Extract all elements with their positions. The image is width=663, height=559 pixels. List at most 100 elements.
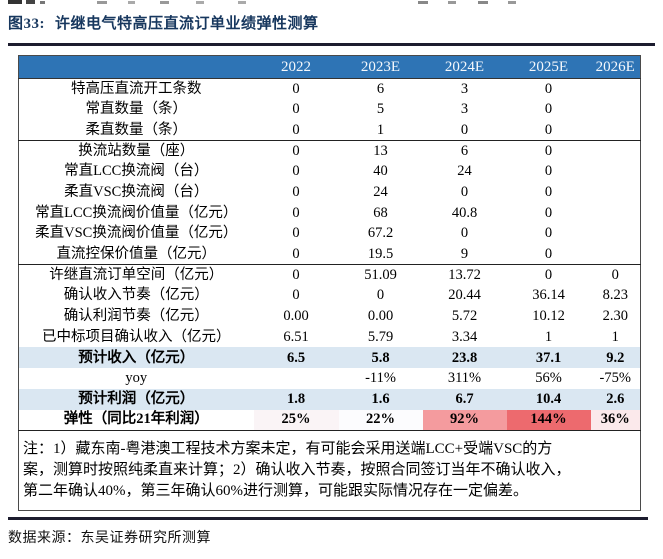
row-label: 弹性（同比21年利润） bbox=[63, 411, 209, 428]
row-label: 许继直流订单空间（亿元） bbox=[49, 267, 224, 284]
value-cell: 10.12 bbox=[532, 308, 565, 325]
value-cell bbox=[591, 141, 641, 162]
value-cell: 0 bbox=[460, 184, 469, 201]
value-cell: 0 bbox=[292, 163, 300, 180]
table-row: 预计收入（亿元） 6.5 5.8 23.8 37.1 9.2 bbox=[18, 347, 641, 369]
table-note: 注：1）藏东南-粤港澳工程技术方案未定，有可能会采用送端LCC+受端VSC的方案… bbox=[19, 430, 641, 510]
value-cell: 0 bbox=[292, 287, 300, 304]
value-cell: 6 bbox=[460, 142, 469, 159]
header-cell-2026e: 2026E bbox=[590, 55, 641, 79]
value-cell: 8.23 bbox=[602, 287, 628, 304]
value-cell: 0 bbox=[292, 204, 300, 221]
elasticity-table: 2022 2023E 2024E 2025E 2026E 特高压直流开工条数 0 6… bbox=[18, 55, 641, 511]
figure-title-text: 许继电气特高压直流订单业绩弹性测算 bbox=[55, 16, 319, 32]
value-cell: 0 bbox=[611, 267, 619, 284]
value-cell: 3 bbox=[460, 101, 469, 118]
note-line: 注：1）藏东南-粤港澳工程技术方案未定，有可能会采用送端LCC+受端VSC的方 bbox=[23, 440, 553, 457]
value-cell bbox=[590, 119, 641, 142]
row-label: yoy bbox=[125, 370, 148, 387]
table-row: 确认收入节奏（亿元） 0 0 20.44 36.14 8.23 bbox=[19, 285, 641, 306]
value-cell: 25% bbox=[253, 409, 339, 431]
value-cell: 0 bbox=[544, 225, 553, 242]
value-cell: 3 bbox=[460, 80, 469, 97]
table-row: 换流站数量（座） 0 13 6 0 bbox=[19, 141, 641, 162]
table-row: 确认利润节奏（亿元） 0.00 0.00 5.72 10.12 2.30 bbox=[19, 306, 641, 327]
value-cell: 67.2 bbox=[367, 225, 394, 242]
value-cell: 68 bbox=[373, 204, 388, 221]
value-cell: 1 bbox=[544, 328, 553, 345]
header-cell-2025e: 2025E bbox=[506, 55, 591, 79]
value-cell: 0 bbox=[253, 119, 339, 142]
note-line: 第二年确认40%，第三年确认60%进行测算，可能跟实际情况存在一定偏差。 bbox=[23, 482, 528, 499]
value-cell: -11% bbox=[365, 370, 396, 387]
row-label: 确认收入节奏（亿元） bbox=[63, 287, 209, 304]
value-cell: 0 bbox=[292, 225, 300, 242]
table-row: 柔直VSC换流阀（台） 0 24 0 0 bbox=[19, 182, 641, 203]
value-cell: 40.8 bbox=[451, 204, 478, 221]
value-cell: 9 bbox=[422, 244, 507, 266]
value-cell: 40 bbox=[373, 163, 388, 180]
value-cell: 19.5 bbox=[338, 244, 423, 266]
value-cell: 92% bbox=[422, 409, 507, 431]
value-cell: 51.09 bbox=[364, 267, 397, 284]
value-cell: 0 bbox=[544, 101, 553, 118]
value-cell: 13.72 bbox=[448, 267, 481, 284]
table-body: 特高压直流开工条数 0 6 3 0 常直数量（条） 0 5 3 0 柔直数量（条） 0 1 0 0 换流站数量… bbox=[18, 79, 641, 431]
table-row: 特高压直流开工条数 0 6 3 0 bbox=[19, 79, 641, 100]
value-cell: 23.8 bbox=[422, 347, 507, 369]
table-row: 直流控保价值量（亿元） 0 19.5 9 0 bbox=[18, 244, 641, 266]
value-cell: 2.30 bbox=[602, 308, 628, 325]
value-cell: 0 bbox=[422, 119, 507, 142]
value-cell: 1.6 bbox=[338, 388, 423, 410]
row-label: 柔直VSC换流阀价值量（亿元） bbox=[35, 225, 238, 242]
value-cell: 6.7 bbox=[422, 388, 507, 410]
value-cell: 144% bbox=[506, 409, 591, 431]
value-cell: 24 bbox=[457, 163, 472, 180]
value-cell: 0 bbox=[292, 184, 300, 201]
value-cell: 5.72 bbox=[451, 308, 478, 325]
row-label: 换流站数量（座） bbox=[78, 142, 195, 159]
value-cell bbox=[590, 244, 641, 266]
value-cell bbox=[591, 182, 641, 203]
row-label: 特高压直流开工条数 bbox=[71, 80, 202, 97]
value-cell: 0 bbox=[544, 204, 553, 221]
value-cell bbox=[591, 79, 641, 100]
value-cell: 2.6 bbox=[590, 388, 641, 410]
header-row: 2022 2023E 2024E 2025E 2026E bbox=[18, 55, 641, 79]
value-cell: 10.4 bbox=[506, 388, 591, 410]
row-label: 常直LCC换流阀价值量（亿元） bbox=[35, 204, 238, 221]
value-cell: 5 bbox=[376, 101, 385, 118]
value-cell: 0 bbox=[292, 142, 300, 159]
row-label: 柔直VSC换流阀（台） bbox=[64, 184, 209, 201]
value-cell: 6.51 bbox=[283, 328, 309, 345]
data-source: 数据来源：东吴证券研究所测算 bbox=[8, 531, 211, 546]
value-cell: 5.79 bbox=[367, 328, 394, 345]
value-cell: 13 bbox=[373, 142, 388, 159]
value-cell bbox=[591, 223, 641, 244]
value-cell bbox=[591, 99, 641, 120]
value-cell: 24 bbox=[373, 184, 388, 201]
value-cell: 1 bbox=[611, 328, 619, 345]
table-row: 柔直VSC换流阀价值量（亿元） 0 67.2 0 0 bbox=[19, 223, 641, 244]
table-row: 预计利润（亿元） 1.8 1.6 6.7 10.4 2.6 bbox=[18, 388, 641, 410]
value-cell: 6 bbox=[376, 80, 385, 97]
row-label: 常直LCC换流阀（台） bbox=[64, 163, 209, 180]
value-cell: 5.8 bbox=[338, 347, 423, 369]
value-cell: 0 bbox=[544, 163, 553, 180]
value-cell: 0 bbox=[544, 80, 553, 97]
header-cell-2022: 2022 bbox=[253, 55, 339, 79]
row-label: 直流控保价值量（亿元） bbox=[18, 244, 254, 266]
row-label: 预计利润（亿元） bbox=[18, 388, 254, 410]
value-cell: 0.00 bbox=[283, 308, 309, 325]
header-cell-label bbox=[18, 55, 254, 79]
value-cell: 0 bbox=[376, 287, 385, 304]
value-cell: 0 bbox=[544, 142, 553, 159]
header-cell-2023e: 2023E bbox=[338, 55, 423, 79]
figure-title: 图33: 许继电气特高压直流订单业绩弹性测算 bbox=[8, 12, 319, 33]
table-header: 2022 2023E 2024E 2025E 2026E bbox=[18, 55, 641, 79]
value-cell: 0 bbox=[292, 80, 300, 97]
value-cell bbox=[591, 203, 641, 224]
value-cell: 311% bbox=[447, 370, 482, 387]
value-cell: 0 bbox=[292, 101, 300, 118]
value-cell: 6.5 bbox=[253, 347, 339, 369]
